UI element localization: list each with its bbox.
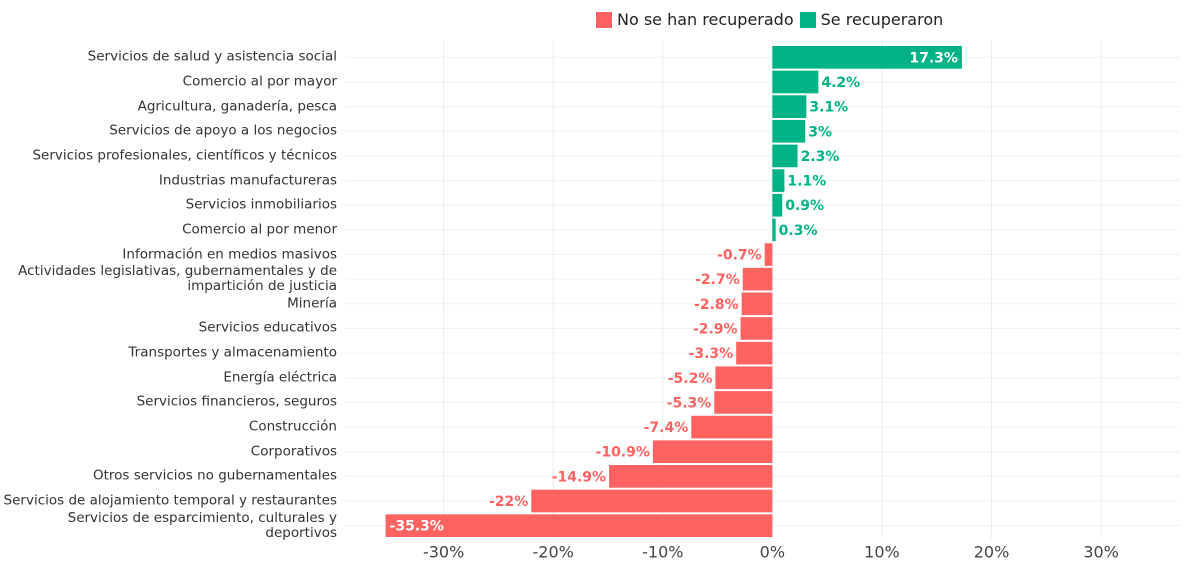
category-label: Servicios de salud y asistencia social xyxy=(87,48,337,65)
value-label: 4.2% xyxy=(821,75,860,91)
value-label: 3.1% xyxy=(809,100,848,116)
category-label: Construcción xyxy=(248,418,337,435)
x-tick-label: 20% xyxy=(974,543,1010,561)
category-label: Servicios financieros, seguros xyxy=(136,393,337,410)
value-label: -35.3% xyxy=(390,519,444,535)
legend-item: No se han recuperado xyxy=(596,10,794,29)
legend-item: Se recuperaron xyxy=(799,10,944,29)
category-label: Servicios de esparcimiento, culturales y… xyxy=(67,509,337,541)
bar xyxy=(385,514,773,537)
category-label: Servicios profesionales, científicos y t… xyxy=(32,147,337,164)
bar xyxy=(736,341,773,365)
legend-swatch xyxy=(596,11,612,28)
category-label: Corporativos xyxy=(250,443,337,460)
value-label: 17.3% xyxy=(909,50,958,66)
category-label: Servicios inmobiliarios xyxy=(185,196,337,213)
bar xyxy=(772,119,806,143)
category-label: Industrias manufactureras xyxy=(158,172,337,189)
bar xyxy=(741,292,773,316)
bar xyxy=(652,440,773,464)
bar xyxy=(715,366,773,390)
legend-label: Se recuperaron xyxy=(820,10,944,29)
bar xyxy=(609,465,773,488)
bar xyxy=(772,46,962,69)
bar xyxy=(772,144,798,168)
value-label: -5.2% xyxy=(668,371,713,387)
category-label: Comercio al por mayor xyxy=(182,73,337,90)
x-tick-label: 30% xyxy=(1083,543,1119,561)
value-label: -5.3% xyxy=(667,395,712,411)
x-tick-label: 10% xyxy=(864,543,900,561)
x-tick-label: -10% xyxy=(642,543,683,561)
bar xyxy=(742,267,773,291)
category-label: Energía eléctrica xyxy=(223,369,337,386)
bar xyxy=(764,243,773,266)
bar xyxy=(714,391,773,414)
category-label: Comercio al por menor xyxy=(182,221,337,238)
bar xyxy=(691,415,773,439)
x-tick-label: 0% xyxy=(760,543,785,561)
bar xyxy=(740,317,773,340)
value-label: -0.7% xyxy=(717,248,762,264)
value-label: -3.3% xyxy=(689,346,734,362)
category-label: Servicios de apoyo a los negocios xyxy=(109,122,337,139)
value-label: 1.1% xyxy=(787,174,826,190)
x-tick-label: -30% xyxy=(423,543,464,561)
bar xyxy=(772,193,783,217)
value-label: -2.7% xyxy=(695,272,740,288)
bar xyxy=(772,218,776,242)
legend-swatch xyxy=(799,11,816,28)
category-label: Transportes y almacenamiento xyxy=(128,344,337,361)
category-label: Agricultura, ganadería, pesca xyxy=(137,98,337,115)
category-label: Minería xyxy=(287,295,337,312)
value-label: 0.9% xyxy=(785,198,824,214)
x-tick-label: -20% xyxy=(533,543,574,561)
category-label: Servicios educativos xyxy=(198,319,337,336)
value-label: 0.3% xyxy=(779,223,818,239)
category-label: Servicios de alojamiento temporal y rest… xyxy=(3,492,337,509)
value-label: -10.9% xyxy=(596,445,650,461)
value-label: -7.4% xyxy=(644,420,689,436)
value-label: 3% xyxy=(808,124,832,140)
bar xyxy=(531,489,773,513)
legend-label: No se han recuperado xyxy=(617,10,794,29)
bar xyxy=(772,169,785,192)
value-label: -2.8% xyxy=(694,297,739,313)
value-label: -14.9% xyxy=(552,469,606,485)
category-label: Otros servicios no gubernamentales xyxy=(92,467,337,484)
category-label: Actividades legislativas, gubernamentale… xyxy=(18,263,337,295)
value-label: 2.3% xyxy=(801,149,840,165)
bar xyxy=(772,70,819,94)
category-label: Información en medios masivos xyxy=(122,246,337,263)
value-label: -22% xyxy=(489,494,528,510)
value-label: -2.9% xyxy=(693,321,738,337)
bar xyxy=(772,95,807,118)
